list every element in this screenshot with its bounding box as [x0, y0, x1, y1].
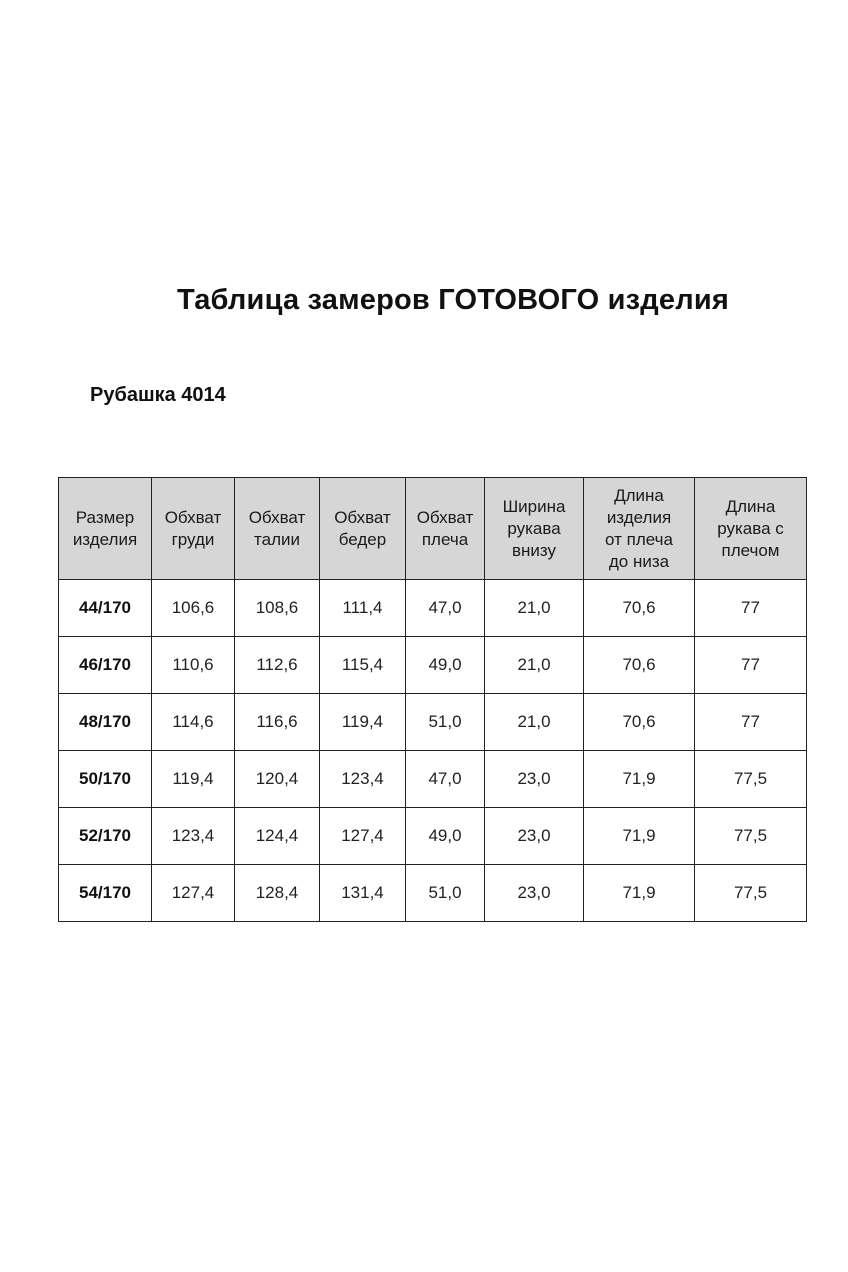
measurement-cell: 115,4: [319, 636, 406, 694]
size-table: Размер изделия Обхват груди Обхват талии Обхва…: [58, 477, 807, 922]
measurement-cell: 110,6: [151, 636, 235, 694]
measurement-cell: 23,0: [484, 864, 584, 922]
table-row: 54/170 127,4 128,4 131,4 51,0 23,0 71,9 77,5: [58, 864, 807, 922]
column-header-line: талии: [254, 529, 300, 549]
column-header: Ширина рукава внизу: [484, 477, 584, 580]
measurement-cell: 21,0: [484, 579, 584, 637]
column-header-line: груди: [171, 529, 215, 549]
size-cell: 44/170: [58, 579, 152, 637]
measurement-cell: 106,6: [151, 579, 235, 637]
column-header-line: изделия: [72, 529, 138, 549]
measurement-cell: 23,0: [484, 750, 584, 808]
column-header: Обхват талии: [234, 477, 320, 580]
measurement-cell: 71,9: [583, 864, 695, 922]
measurement-cell: 71,9: [583, 750, 695, 808]
column-header-line: Ширина: [502, 496, 566, 516]
size-cell: 48/170: [58, 693, 152, 751]
measurement-cell: 23,0: [484, 807, 584, 865]
column-header-line: Обхват: [334, 507, 391, 527]
column-header-line: Обхват: [248, 507, 306, 527]
measurement-cell: 49,0: [405, 636, 485, 694]
column-header-line: рукава: [507, 518, 561, 538]
column-header-line: рукава с: [717, 518, 784, 538]
product-name: Рубашка 4014: [90, 384, 226, 406]
size-cell: 54/170: [58, 864, 152, 922]
measurement-cell: 70,6: [583, 636, 695, 694]
column-header: Размер изделия: [58, 477, 152, 580]
table-header-row: Размер изделия Обхват груди Обхват талии Обхва…: [58, 477, 807, 580]
measurement-cell: 128,4: [234, 864, 320, 922]
column-header: Обхват груди: [151, 477, 235, 580]
column-header-line: плеча: [421, 529, 469, 549]
measurement-cell: 131,4: [319, 864, 406, 922]
table-row: 50/170 119,4 120,4 123,4 47,0 23,0 71,9 77,5: [58, 750, 807, 808]
column-header-line: от плеча: [605, 529, 673, 549]
column-header: Обхват бедер: [319, 477, 406, 580]
measurement-cell: 21,0: [484, 636, 584, 694]
column-header-line: бедер: [338, 529, 387, 549]
column-header-line: внизу: [511, 540, 557, 560]
column-header: Длина изделия от плеча до низа: [583, 477, 695, 580]
measurement-cell: 77: [694, 693, 807, 751]
measurement-cell: 114,6: [151, 693, 235, 751]
measurement-cell: 77,5: [694, 750, 807, 808]
measurement-cell: 51,0: [405, 693, 485, 751]
size-cell: 52/170: [58, 807, 152, 865]
column-header-line: Обхват: [416, 507, 474, 527]
measurement-cell: 77,5: [694, 807, 807, 865]
measurement-cell: 116,6: [234, 693, 320, 751]
measurement-cell: 123,4: [151, 807, 235, 865]
measurement-cell: 49,0: [405, 807, 485, 865]
measurement-cell: 112,6: [234, 636, 320, 694]
size-cell: 46/170: [58, 636, 152, 694]
measurement-cell: 77: [694, 579, 807, 637]
table-row: 46/170 110,6 112,6 115,4 49,0 21,0 70,6 77: [58, 636, 807, 694]
page-title: Таблица замеров ГОТОВОГО изделия: [177, 284, 729, 316]
measurement-cell: 124,4: [234, 807, 320, 865]
column-header-line: Размер: [75, 507, 135, 527]
measurement-cell: 127,4: [151, 864, 235, 922]
measurement-cell: 77,5: [694, 864, 807, 922]
table-row: 44/170 106,6 108,6 111,4 47,0 21,0 70,6 77: [58, 579, 807, 637]
measurement-cell: 77: [694, 636, 807, 694]
measurement-cell: 111,4: [319, 579, 406, 637]
table-row: 52/170 123,4 124,4 127,4 49,0 23,0 71,9 77,5: [58, 807, 807, 865]
column-header: Обхват плеча: [405, 477, 485, 580]
column-header-line: изделия: [606, 507, 672, 527]
measurement-cell: 47,0: [405, 579, 485, 637]
measurement-cell: 127,4: [319, 807, 406, 865]
column-header-line: до низа: [608, 551, 670, 571]
measurement-cell: 108,6: [234, 579, 320, 637]
measurement-cell: 47,0: [405, 750, 485, 808]
column-header: Длина рукава с плечом: [694, 477, 807, 580]
measurement-cell: 120,4: [234, 750, 320, 808]
measurement-cell: 70,6: [583, 579, 695, 637]
measurement-cell: 119,4: [319, 693, 406, 751]
column-header-line: Длина: [614, 485, 664, 505]
measurement-cell: 71,9: [583, 807, 695, 865]
column-header-line: плечом: [721, 540, 780, 560]
measurement-cell: 70,6: [583, 693, 695, 751]
size-cell: 50/170: [58, 750, 152, 808]
column-header-line: Длина: [725, 496, 776, 516]
measurement-cell: 21,0: [484, 693, 584, 751]
column-header-line: Обхват: [164, 507, 222, 527]
measurement-cell: 119,4: [151, 750, 235, 808]
table-row: 48/170 114,6 116,6 119,4 51,0 21,0 70,6 77: [58, 693, 807, 751]
measurement-cell: 123,4: [319, 750, 406, 808]
measurement-cell: 51,0: [405, 864, 485, 922]
